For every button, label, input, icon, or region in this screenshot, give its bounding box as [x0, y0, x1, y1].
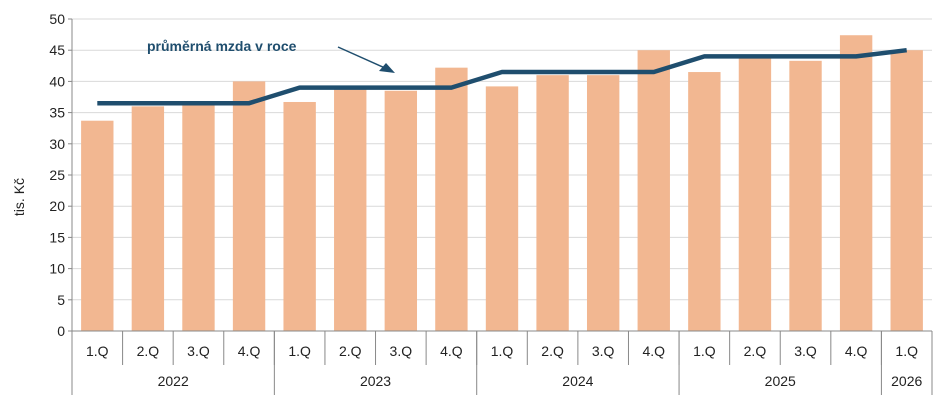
y-tick-label: 10	[49, 261, 65, 277]
bar	[637, 50, 670, 331]
x-tick-label: 2.Q	[137, 343, 160, 359]
x-tick-label: 1.Q	[288, 343, 311, 359]
bar	[232, 81, 266, 332]
bar	[688, 72, 721, 331]
x-tick-label: 2.Q	[339, 343, 362, 359]
x-tick-label: 2.Q	[744, 343, 767, 359]
x-tick-label: 4.Q	[238, 343, 261, 359]
bar	[81, 120, 114, 331]
bar	[131, 106, 165, 331]
bar	[536, 75, 569, 331]
bar	[435, 67, 468, 331]
bar	[334, 88, 367, 331]
x-tick-label: 4.Q	[440, 343, 463, 359]
year-label: 2024	[562, 373, 593, 389]
bar	[283, 101, 316, 331]
annotation-arrow-line	[337, 46, 386, 69]
x-tick-label: 2.Q	[541, 343, 564, 359]
year-label: 2022	[158, 373, 189, 389]
bar	[839, 35, 873, 331]
y-tick-label: 45	[49, 42, 65, 58]
year-label: 2025	[765, 373, 796, 389]
x-tick-label: 1.Q	[491, 343, 514, 359]
bars	[81, 35, 923, 332]
bar	[182, 105, 215, 331]
line-annotation-text: průměrná mzda v roce	[147, 38, 297, 54]
bar	[738, 57, 772, 332]
year-label: 2023	[360, 373, 391, 389]
x-tick-label: 1.Q	[86, 343, 109, 359]
bar	[890, 50, 923, 331]
bar	[586, 75, 620, 331]
x-tick-label: 1.Q	[693, 343, 716, 359]
x-tick-label: 3.Q	[187, 343, 210, 359]
bar	[789, 60, 822, 332]
y-tick-label: 20	[49, 198, 65, 214]
y-tick-label: 35	[49, 105, 65, 121]
y-tick-label: 50	[49, 11, 65, 27]
annotation: průměrná mzda v roce	[147, 38, 395, 73]
x-tick-label: 3.Q	[592, 343, 615, 359]
y-tick-label: 0	[57, 323, 65, 339]
y-tick-label: 25	[49, 167, 65, 183]
x-tick-label: 4.Q	[845, 343, 868, 359]
bar	[485, 86, 519, 331]
y-tick-label: 30	[49, 136, 65, 152]
y-axis-label: tis. Kč	[11, 178, 27, 216]
year-label: 2026	[891, 373, 922, 389]
annotation-arrow-head	[379, 63, 395, 73]
x-tick-label: 3.Q	[794, 343, 817, 359]
x-tick-label: 3.Q	[390, 343, 413, 359]
x-tick-label: 4.Q	[642, 343, 665, 359]
axes	[68, 18, 933, 395]
y-tick-label: 40	[49, 73, 65, 89]
y-tick-label: 15	[49, 229, 65, 245]
average-line	[97, 47, 907, 106]
x-tick-label: 1.Q	[895, 343, 918, 359]
bar	[384, 90, 418, 331]
average-line-path	[97, 47, 907, 106]
y-tick-label: 5	[57, 292, 65, 308]
